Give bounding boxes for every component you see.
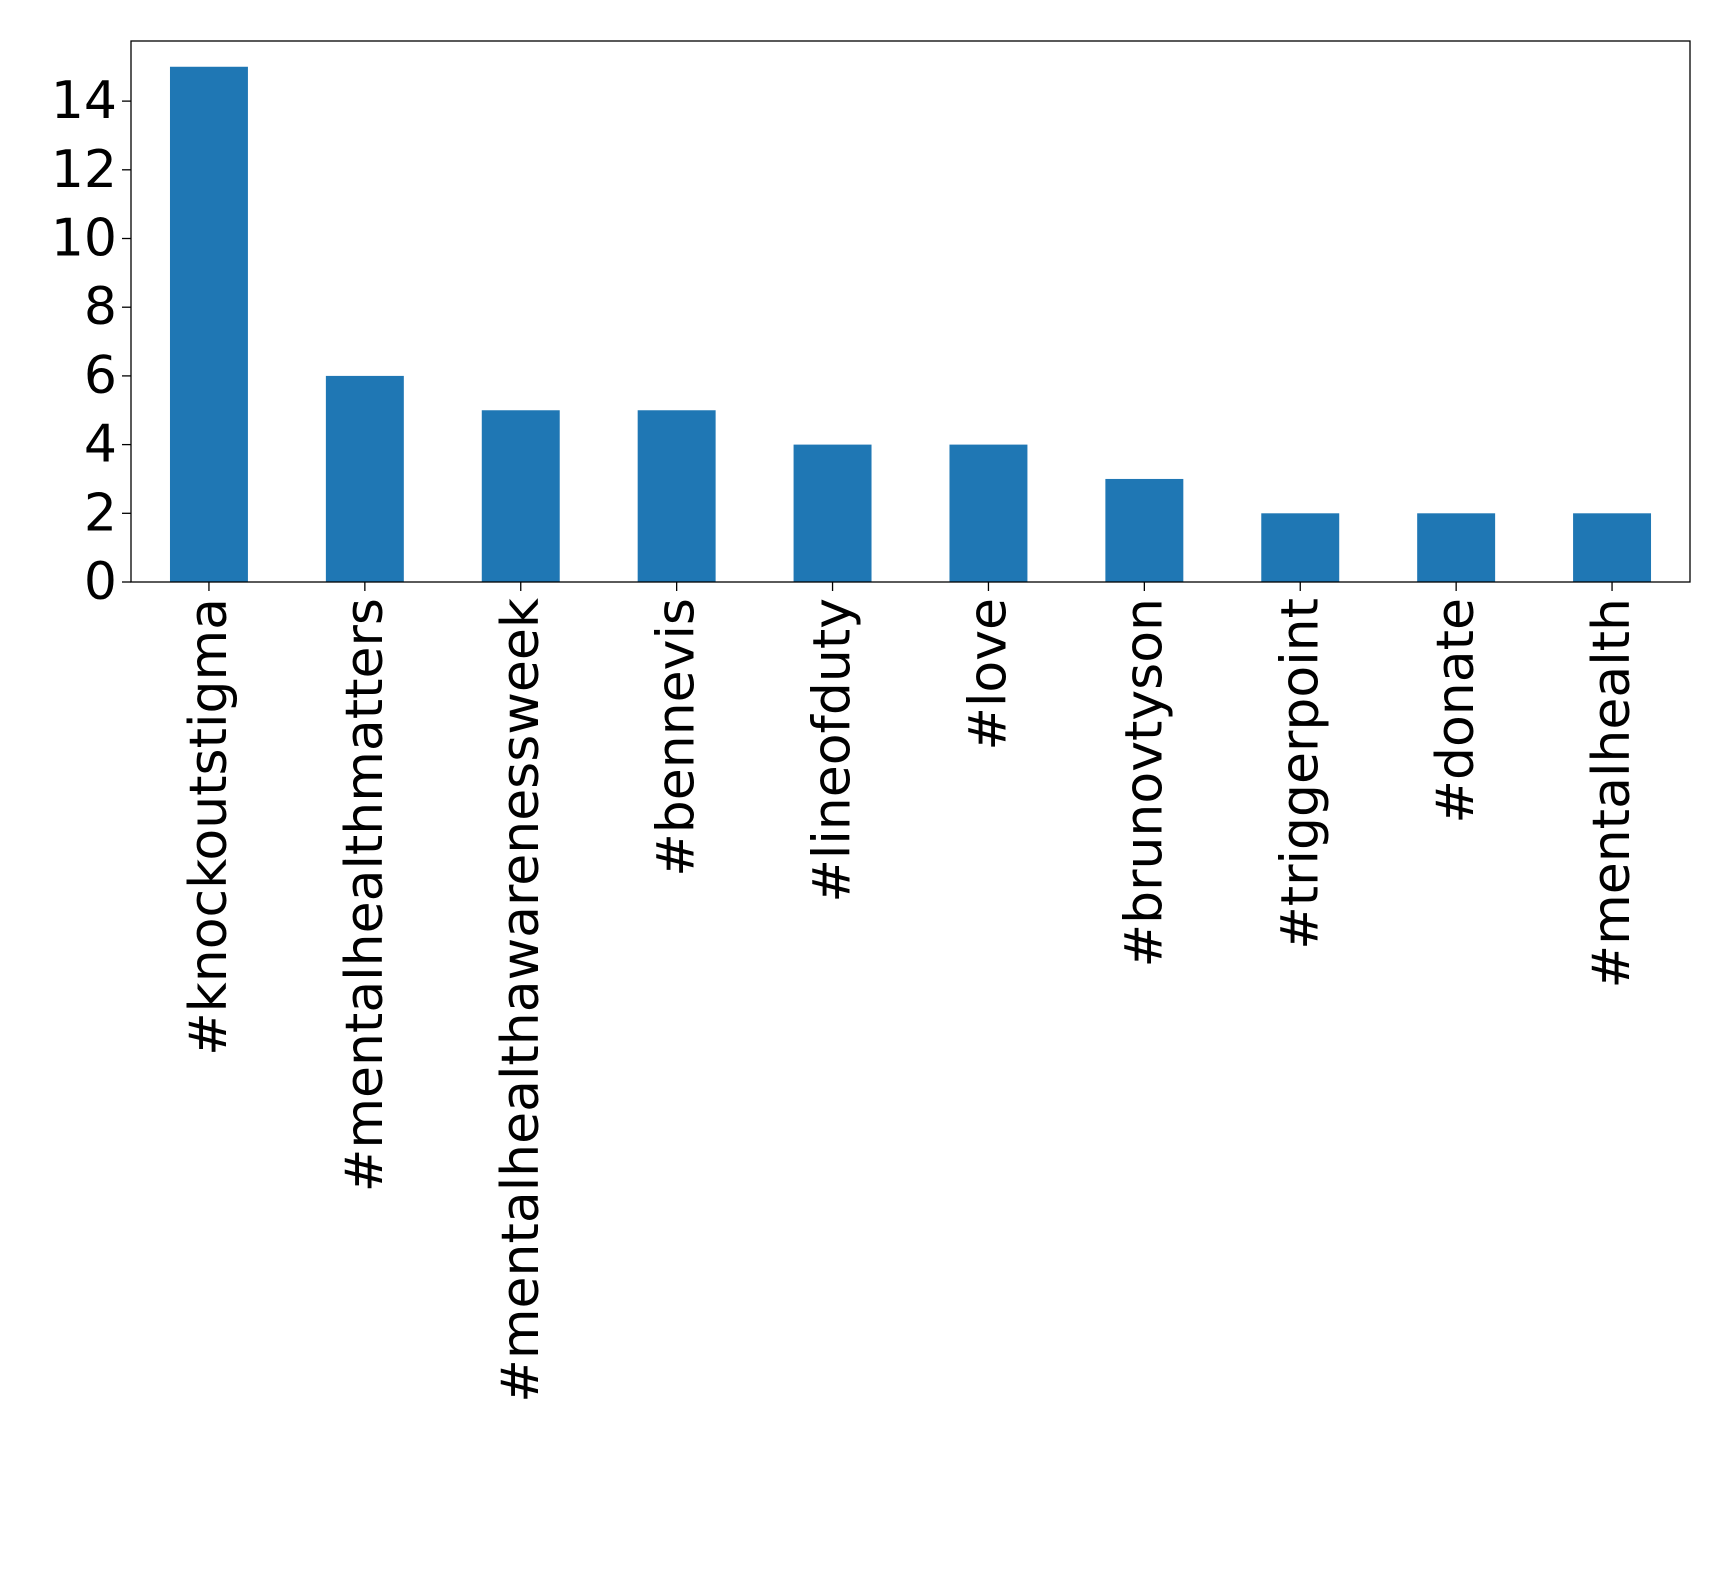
bar-love [949,444,1028,582]
x-tick-label: #brunovtyson [1114,598,1174,967]
bar-bennevis [637,410,716,582]
bar-lineofduty [793,444,872,582]
y-tick-label: 6 [84,346,117,406]
bar-donate [1417,513,1496,582]
x-axis: #knockoutstigma #mentalhealthmatters #ment… [179,582,1642,1403]
x-tick-label: #bennevis [647,598,707,877]
x-tick-label: #mentalhealthawarenessweek [491,598,551,1403]
bars-group [169,66,1652,582]
x-tick-label: #mentalhealth [1582,598,1642,988]
y-tick-label: 2 [84,483,117,543]
bar-knockoutstigma [169,66,248,582]
bar-mentalhealthmatters [325,375,404,582]
y-tick-label: 8 [84,277,117,337]
bar-mentalhealth [1573,513,1652,582]
x-tick-label: #knockoutstigma [179,598,239,1056]
y-tick-label: 4 [84,415,117,475]
y-tick-label: 0 [84,552,117,612]
bar-mentalhealthawarenessweek [481,410,560,582]
x-tick-label: #love [958,598,1018,751]
bar-brunovtyson [1105,478,1184,582]
y-tick-label: 14 [51,71,117,131]
x-tick-label: #mentalhealthmatters [335,598,395,1192]
y-axis: 0 2 4 6 8 10 12 14 [51,71,131,612]
x-tick-label: #donate [1426,598,1486,824]
x-tick-label: #triggerpoint [1270,598,1330,950]
x-tick-label: #lineofduty [803,598,863,903]
plot-frame [130,40,1691,583]
bar-triggerpoint [1261,513,1340,582]
y-tick-label: 10 [51,209,117,269]
y-tick-label: 12 [51,140,117,200]
